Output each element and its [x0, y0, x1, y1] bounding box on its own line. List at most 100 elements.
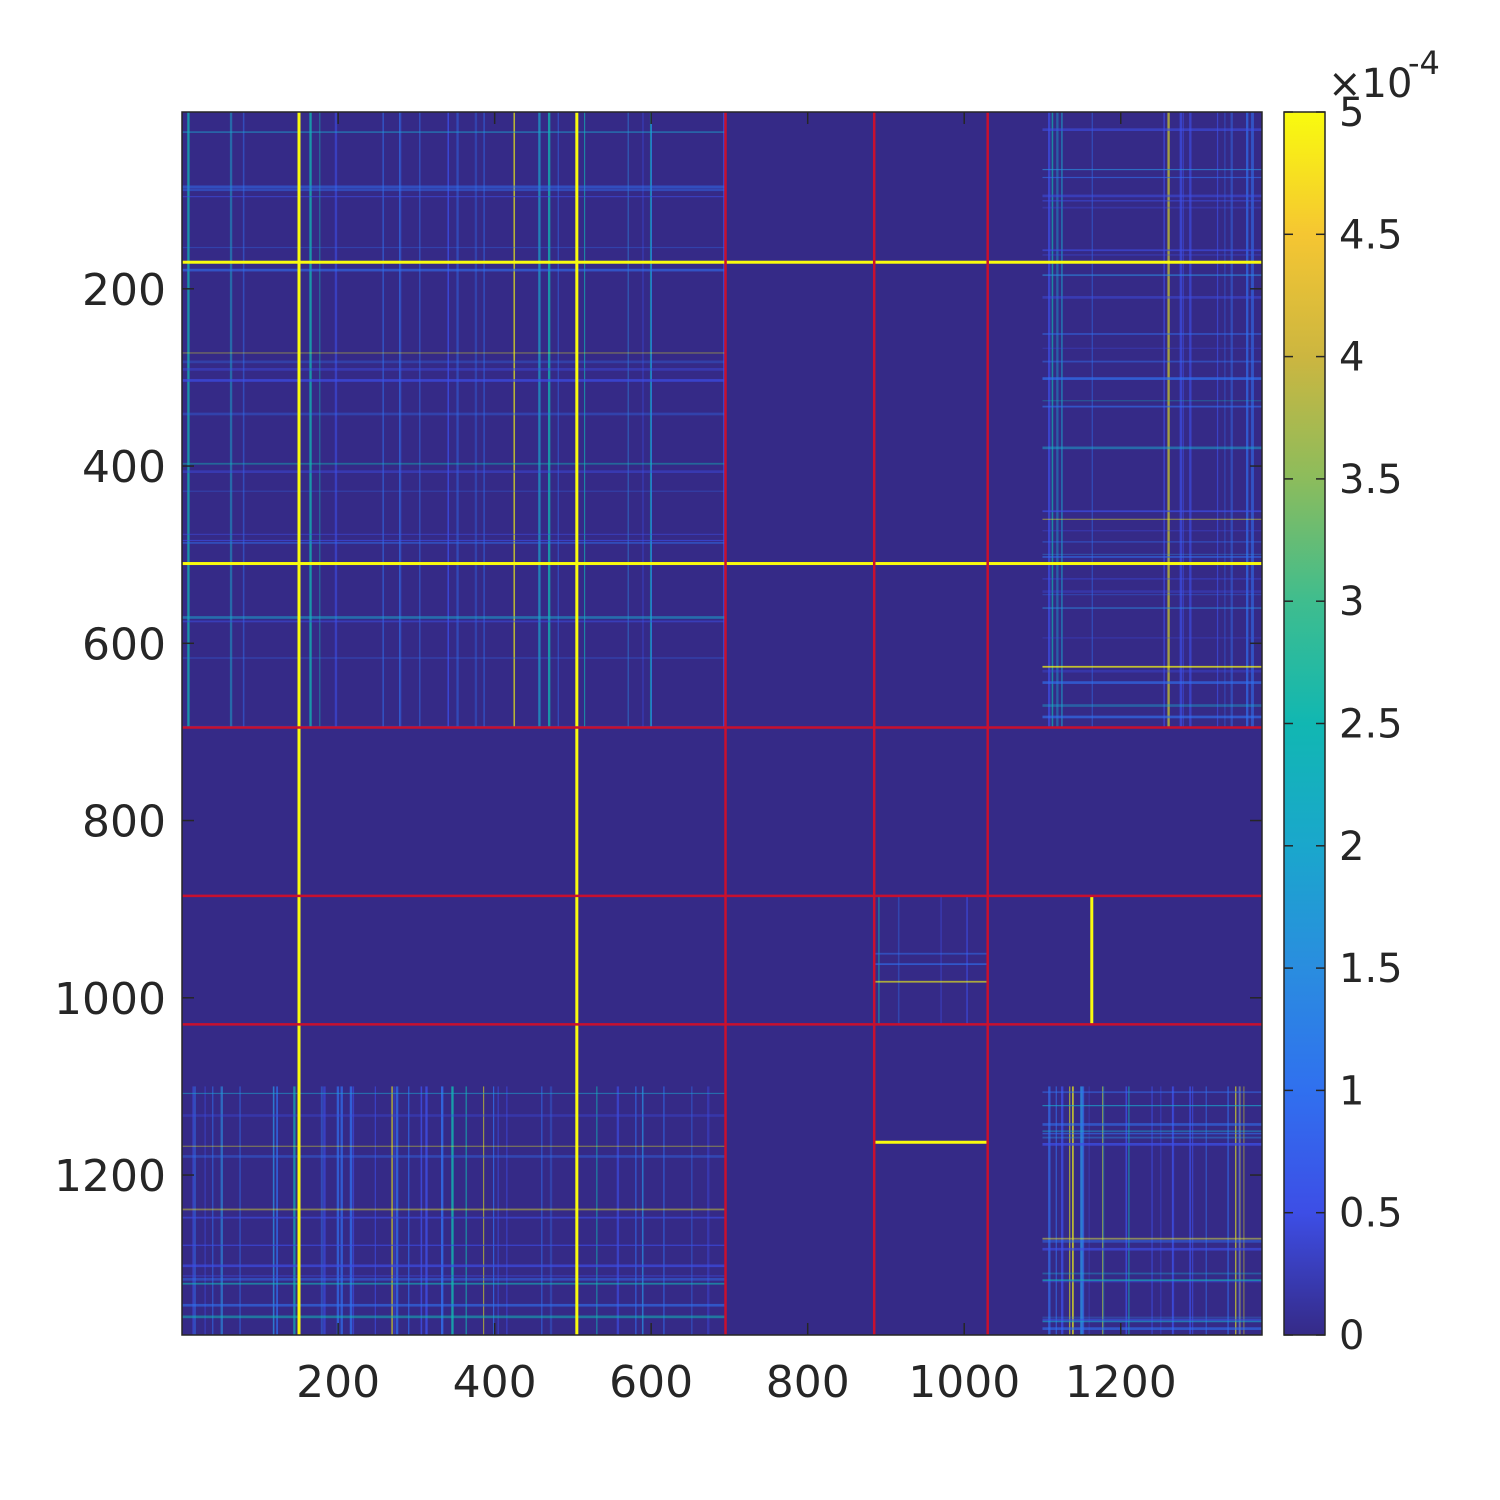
heatmap-streak [182, 188, 726, 192]
heatmap-streak [663, 1086, 665, 1335]
y-tick-label: 1000 [54, 974, 166, 1025]
heatmap-streak [492, 1086, 495, 1335]
heatmap-streak [547, 112, 551, 728]
heatmap-streak [182, 657, 726, 659]
heatmap-streak [1179, 112, 1182, 728]
heatmap-streak [182, 533, 726, 535]
heatmap-streak [1042, 1320, 1262, 1323]
heatmap-streak [1088, 1086, 1090, 1335]
heatmap-streak [374, 1086, 376, 1335]
heatmap-streak [878, 895, 880, 1025]
heatmap-streak [1042, 249, 1262, 252]
heatmap-streak [182, 542, 726, 544]
heatmap-streak [1042, 377, 1262, 380]
heatmap-streak [182, 246, 726, 249]
heatmap-streak [1080, 1086, 1083, 1335]
heatmap-streak [538, 112, 541, 728]
colorbar-exponent: -4 [1408, 44, 1440, 82]
heatmap-streak [1042, 347, 1262, 349]
heatmap-streak [1042, 607, 1262, 609]
heatmap-streak [1172, 1086, 1175, 1335]
x-tick-label: 800 [766, 1357, 850, 1408]
heatmap-streak [1042, 1319, 1262, 1321]
heatmap-streak [319, 112, 321, 728]
heatmap-streak [1042, 1279, 1262, 1282]
heatmap-streak [1042, 405, 1262, 408]
colorbar-tick-label: 3 [1339, 579, 1364, 625]
heatmap-streak [596, 1086, 598, 1335]
heatmap-streak [399, 112, 401, 728]
heatmap-streak [1042, 637, 1262, 639]
bright-line [1090, 895, 1094, 1025]
heatmap-streak [1216, 112, 1219, 728]
heatmap-streak [425, 1086, 428, 1335]
heatmap-streak [1042, 194, 1262, 198]
heatmap-streak [1042, 333, 1262, 335]
heatmap-streak [182, 412, 726, 416]
heatmap-streak [242, 112, 245, 728]
heatmap-streak [182, 1145, 726, 1147]
heatmap-streak [1238, 1086, 1241, 1335]
heatmap-streak [1042, 206, 1262, 209]
heatmap-streak [1042, 665, 1262, 668]
heatmap-streak [182, 1278, 726, 1281]
heatmap-streak [1051, 112, 1054, 728]
x-axis: 200 400 600 800 1000 1200 [296, 112, 1177, 1408]
y-tick-label: 400 [82, 442, 166, 493]
heatmap-streak [1042, 681, 1262, 684]
heatmap-streak [1042, 577, 1262, 580]
heatmap-streak [483, 112, 485, 728]
heatmap-streak [1042, 553, 1262, 555]
x-tick-label: 1200 [1065, 1357, 1177, 1408]
heatmap-streak [408, 1086, 410, 1335]
heatmap-streak [334, 112, 338, 728]
heatmap-streak [182, 462, 726, 465]
heatmap-streak [182, 1216, 726, 1219]
heatmap-streak [399, 112, 402, 728]
heatmap-streak [1042, 1237, 1262, 1240]
heatmap-streak [1056, 112, 1059, 728]
heatmap-streak [182, 360, 726, 364]
heatmap-streak [1042, 400, 1262, 402]
heatmap-streak [1072, 1086, 1074, 1335]
heatmap-streak [1042, 1143, 1262, 1145]
heatmap-streak [182, 268, 726, 272]
heatmap-streak [1069, 1086, 1071, 1335]
heatmap-streak [642, 112, 644, 728]
heatmap-streak [352, 1086, 355, 1335]
heatmap-streak [1042, 1136, 1262, 1139]
heatmap-streak [1042, 1105, 1262, 1107]
heatmap-streak [212, 1086, 214, 1335]
bright-line [874, 1140, 988, 1144]
heatmap-streak [1042, 176, 1262, 179]
heatmap-streak [1042, 360, 1262, 363]
heatmap-streak [1042, 1327, 1262, 1330]
colorbar-tick-label: 1.5 [1339, 946, 1403, 992]
x-tick-label: 1000 [908, 1357, 1020, 1408]
heatmap-streak [182, 379, 726, 382]
heatmap-streak [966, 895, 968, 1025]
heatmap-streak [1042, 1238, 1262, 1240]
colorbar-ticks: 0 0.5 1 1.5 2 2.5 3 3.5 4 4.5 5 [1284, 90, 1403, 1359]
heatmap-streak [1189, 112, 1192, 728]
y-tick-label: 200 [82, 265, 166, 316]
heatmap-streak [635, 1086, 637, 1335]
heatmap-streak [1042, 1133, 1262, 1135]
y-tick-label: 600 [82, 619, 166, 670]
heatmap-streak [1042, 530, 1262, 532]
heatmap-streak [1042, 296, 1262, 299]
heatmap-streak [451, 1086, 454, 1335]
heatmap-streak [627, 112, 629, 728]
x-tick-label: 600 [609, 1357, 693, 1408]
heatmap-streak [1128, 1086, 1130, 1335]
heatmap-streak [1251, 112, 1254, 728]
heatmap-streak [1042, 1318, 1262, 1320]
heatmap-streak [1042, 669, 1262, 673]
heatmap-streak [239, 1086, 241, 1335]
heatmap-streak [309, 112, 312, 728]
colorbar-tick-label: 0.5 [1339, 1191, 1403, 1237]
heatmap-streak [182, 1114, 726, 1117]
heatmap-streak [182, 1092, 726, 1095]
heatmap-streak [340, 1086, 343, 1335]
